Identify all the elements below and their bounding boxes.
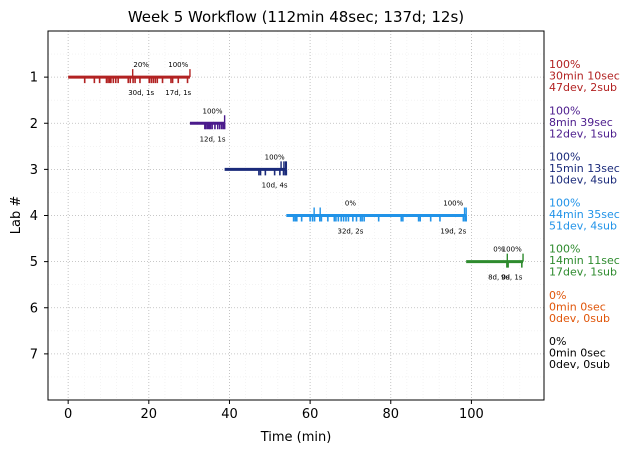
lab-5-summary: 14min 11sec — [549, 254, 620, 267]
annotation-pct: 100% — [203, 107, 223, 115]
annotation-pct: 0% — [493, 246, 504, 254]
x-tick-label: 60 — [302, 407, 319, 422]
lab-3-summary: 10dev, 4sub — [549, 173, 617, 186]
x-tick-label: 20 — [141, 407, 158, 422]
annotation-dev: 17d, 1s — [165, 89, 191, 97]
lab-2-summary: 12dev, 1sub — [549, 127, 617, 140]
lab-5-summary: 17dev, 1sub — [549, 266, 617, 279]
lab-6-summary: 0dev, 0sub — [549, 312, 610, 325]
lab-7-summary: 0% — [549, 335, 566, 348]
lab-6-summary: 0min 0sec — [549, 300, 606, 313]
annotation-pct: 100% — [168, 61, 188, 69]
lab-4-summary: 44min 35sec — [549, 208, 620, 221]
lab-2-summary: 100% — [549, 104, 580, 117]
x-tick-label: 100 — [459, 407, 484, 422]
lab-7-summary: 0min 0sec — [549, 346, 606, 359]
annotation-pct: 0% — [345, 200, 356, 208]
lab-6-summary: 0% — [549, 289, 566, 302]
y-ticks: 1 2 3 4 5 6 7 — [30, 71, 48, 362]
lab-2-summary: 8min 39sec — [549, 116, 613, 129]
y-tick-label: 5 — [30, 255, 38, 270]
lab-5-summary: 100% — [549, 243, 580, 256]
lab-marks — [68, 69, 524, 268]
y-tick-label: 6 — [30, 301, 38, 316]
annotation-pct: 100% — [502, 246, 522, 254]
annotation-dev: 9d, 1s — [501, 274, 523, 282]
x-tick-label: 40 — [221, 407, 238, 422]
chart-title: Week 5 Workflow (112min 48sec; 137d; 12s… — [128, 8, 464, 26]
lab-1-summary: 47dev, 2sub — [549, 81, 617, 94]
annotation-dev: 19d, 2s — [440, 228, 466, 236]
annotations: 20% 30d, 1s 100% 17d, 1s 100% 12d, 1s 100% 10d,… — [128, 61, 523, 282]
annotation-dev: 32d, 2s — [337, 228, 363, 236]
annotation-dev: 8d, 0s — [488, 274, 510, 282]
annotation-dev: 10d, 4s — [262, 181, 288, 189]
lab-4-summary: 51dev, 4sub — [549, 220, 617, 233]
lab-7-summary: 0dev, 0sub — [549, 358, 610, 371]
lab-3-summary: 100% — [549, 150, 580, 163]
annotation-pct: 100% — [443, 200, 463, 208]
y-tick-label: 2 — [30, 117, 38, 132]
y-axis-label: Lab # — [9, 196, 24, 235]
y-tick-label: 7 — [30, 347, 38, 362]
annotation-pct: 100% — [265, 153, 285, 161]
y-tick-label: 3 — [30, 163, 38, 178]
y-tick-label: 4 — [30, 209, 38, 224]
x-axis-label: Time (min) — [260, 430, 332, 445]
y-tick-label: 1 — [30, 71, 38, 86]
lab-3-summary: 15min 13sec — [549, 162, 620, 175]
lab-1-summary: 100% — [549, 58, 580, 71]
lab-4-summary: 100% — [549, 197, 580, 210]
x-tick-label: 0 — [64, 407, 72, 422]
annotation-pct: 20% — [133, 61, 149, 69]
lab-1-summary: 30min 10sec — [549, 70, 620, 83]
x-tick-label: 80 — [382, 407, 399, 422]
annotation-dev: 30d, 1s — [128, 89, 154, 97]
x-ticks: 0 20 40 60 80 100 — [64, 400, 484, 422]
annotation-dev: 12d, 1s — [200, 135, 226, 143]
